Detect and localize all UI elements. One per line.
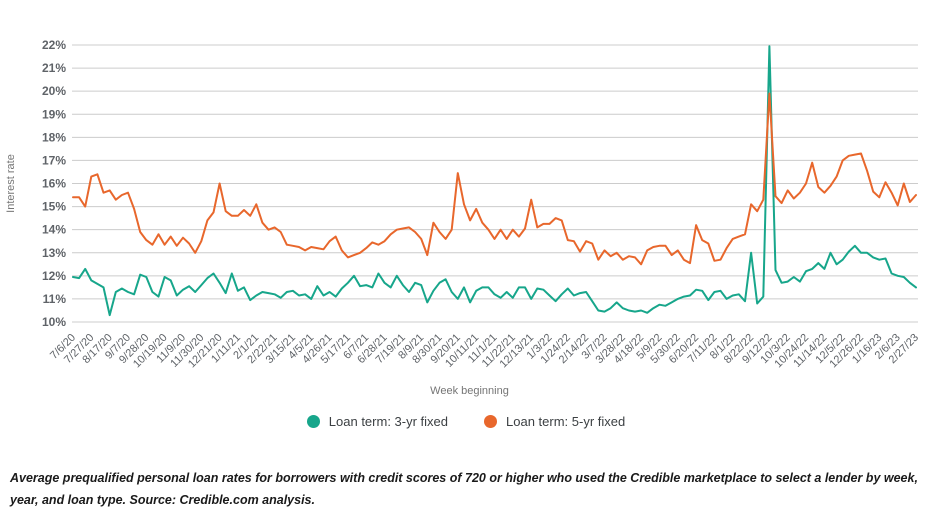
chart-caption: Average prequalified personal loan rates… [10,471,918,507]
y-axis-tick-label: 19% [42,107,66,121]
legend-label-3yr: Loan term: 3-yr fixed [328,414,448,429]
y-axis-tick-label: 18% [42,130,66,144]
x-axis-title: Week beginning [430,385,509,397]
y-axis-tick-label: 20% [42,84,66,98]
legend-dot-3yr-icon [306,415,320,428]
legend-item-5yr: Loan term: 5-yr fixed [484,414,625,429]
y-axis-tick-label: 16% [42,177,66,191]
y-axis-tick-label: 17% [42,153,66,167]
series-line-5yr [72,92,917,266]
legend-dot-5yr-icon [484,415,497,428]
legend-label-5yr: Loan term: 5-yr fixed [506,414,626,429]
y-axis-tick-label: 13% [42,246,66,260]
y-axis-tick-label: 15% [42,200,66,214]
y-axis-tick-label: 22% [42,38,66,52]
y-axis-title: Interest rate [5,154,17,213]
chart-legend: Loan term: 3-yr fixed Loan term: 5-yr fi… [0,414,932,429]
series-line-3yr [72,45,917,317]
y-axis-tick-label: 14% [42,223,66,237]
y-axis-tick-label: 10% [42,315,66,329]
y-axis-tick-label: 12% [42,269,66,283]
y-axis-tick-label: 11% [43,292,67,306]
rates-line-chart: 10%11%12%13%14%15%16%17%18%19%20%21%22%7… [5,38,921,397]
y-axis-tick-label: 21% [42,61,66,75]
legend-item-3yr: Loan term: 3-yr fixed [306,414,448,429]
